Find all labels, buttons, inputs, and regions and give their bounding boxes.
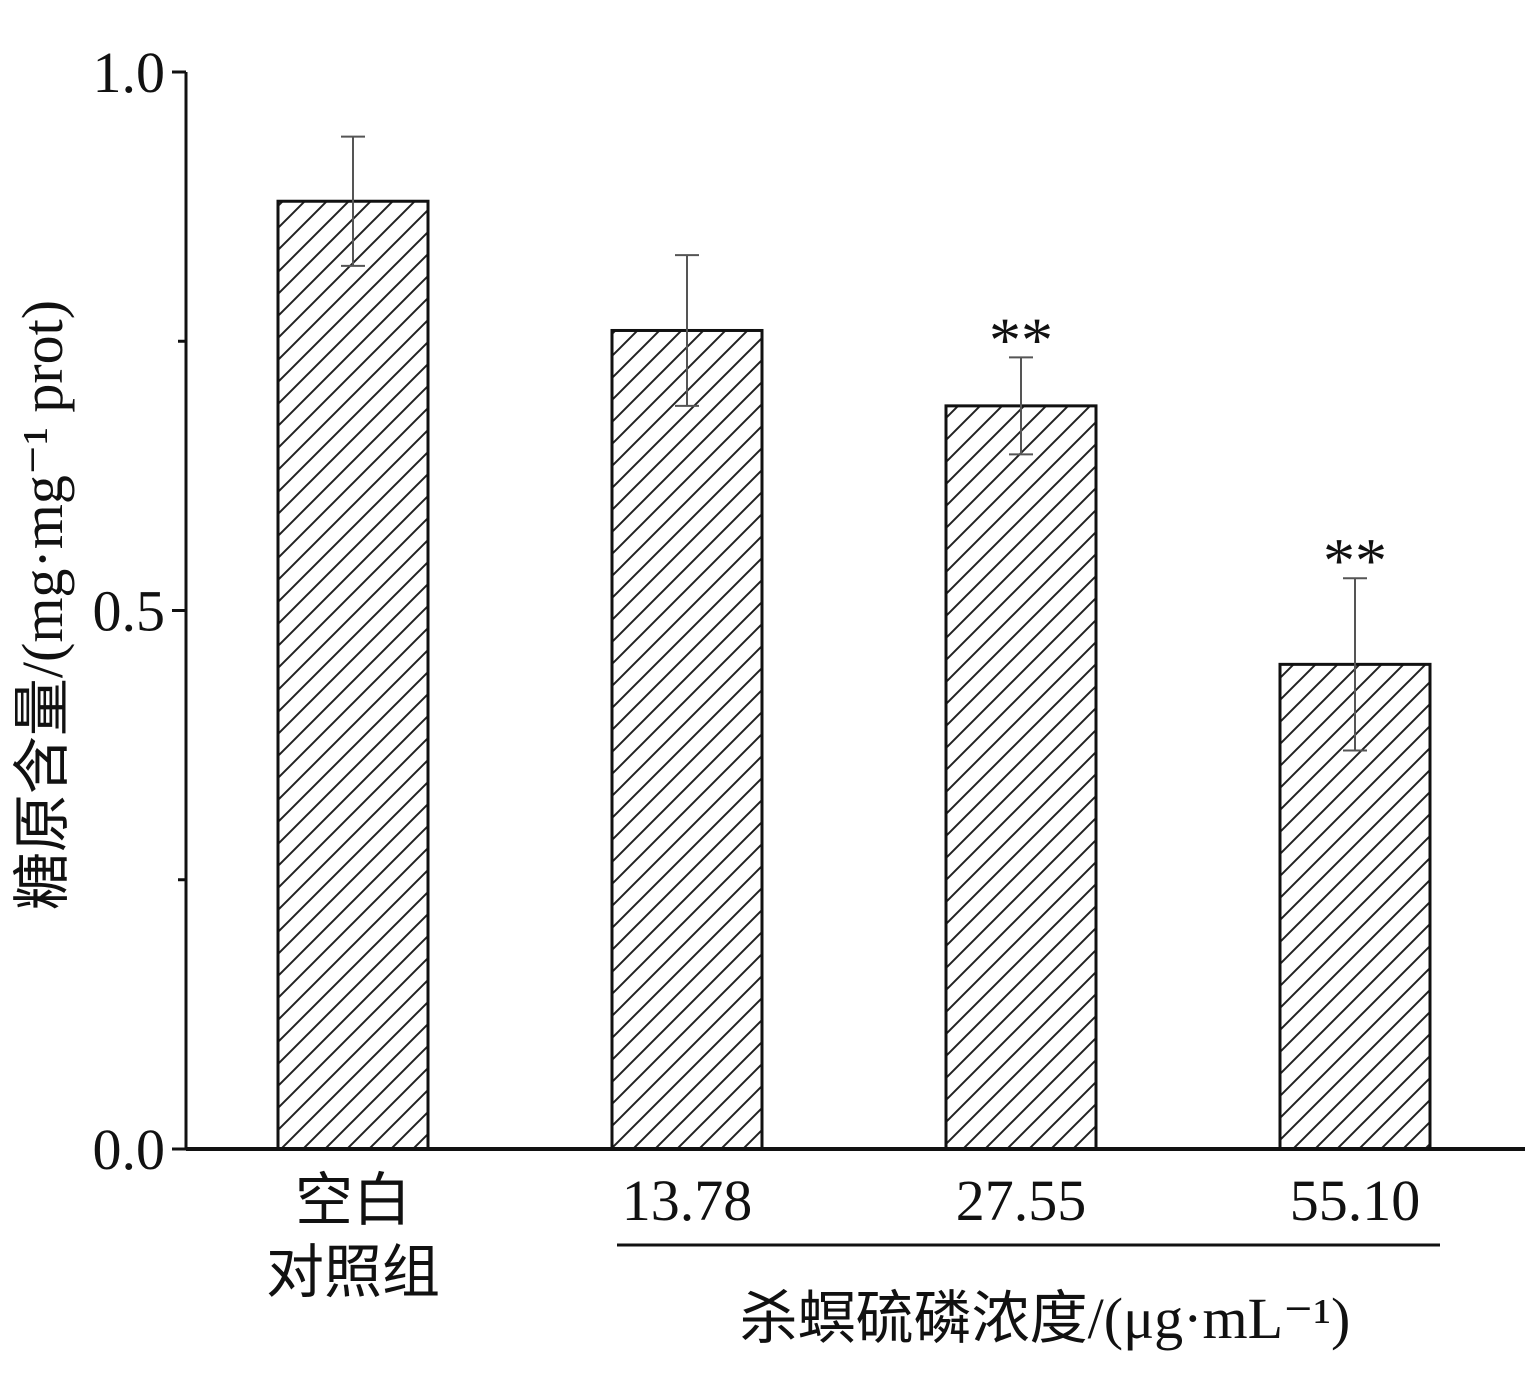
y-axis-title: 糖原含量/(mg·mg⁻¹ prot) — [10, 300, 75, 910]
bar — [944, 404, 1098, 1151]
x-tick-label-line: 27.55 — [956, 1168, 1087, 1233]
y-tick-label: 1.0 — [93, 40, 166, 105]
plot-area: ** ** 0.0 0.5 1.0 空白对照组 13.78 27.55 55.10 — [93, 40, 1525, 1305]
x-tick-label-line: 13.78 — [622, 1168, 753, 1233]
x-axis-title: 杀螟硫磷浓度/(μg·mL⁻¹) — [740, 1286, 1351, 1351]
x-tick-label-line: 55.10 — [1290, 1168, 1421, 1233]
bar — [276, 199, 430, 1151]
x-tick-label: 13.78 — [622, 1168, 753, 1233]
y-tick-label: 0.5 — [93, 579, 166, 644]
x-tick-label: 27.55 — [956, 1168, 1087, 1233]
x-tick-label-line: 对照组 — [266, 1240, 440, 1305]
bar — [610, 328, 764, 1151]
x-tick-label: 空白对照组 — [266, 1168, 440, 1305]
y-tick-label: 0.0 — [93, 1117, 166, 1182]
significance-marker: ** — [1323, 525, 1387, 596]
significance-marker: ** — [989, 304, 1053, 375]
x-tick-label: 55.10 — [1290, 1168, 1421, 1233]
x-tick-label-line: 空白 — [295, 1168, 411, 1233]
